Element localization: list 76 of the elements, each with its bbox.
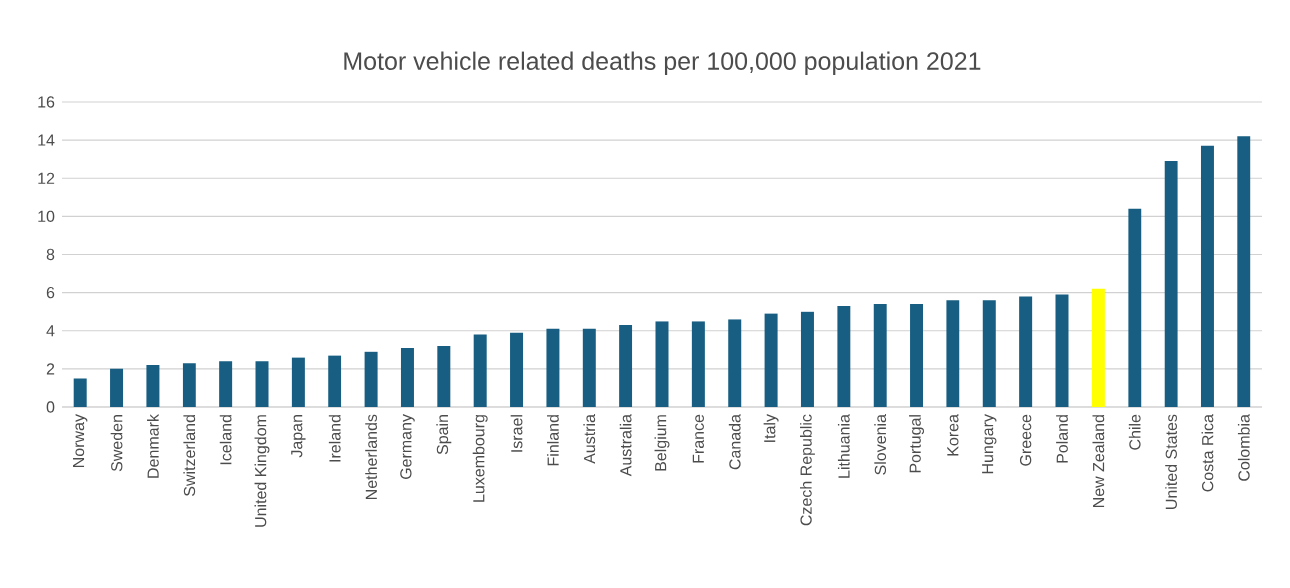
y-tick-label: 10	[38, 210, 55, 223]
bar	[764, 313, 778, 407]
x-tick-label: Portugal	[909, 415, 925, 473]
x-tick-label: Korea	[947, 414, 959, 456]
y-tick-label: 2	[46, 363, 55, 375]
bar	[182, 363, 196, 407]
bar	[1164, 161, 1178, 407]
x-tick-label: Denmark	[147, 414, 159, 478]
bar	[1128, 208, 1142, 407]
bar	[655, 321, 669, 407]
x-tick-label: Canada	[728, 414, 741, 470]
bar	[728, 319, 742, 407]
bar	[400, 347, 414, 407]
bar	[510, 332, 524, 407]
bar	[219, 361, 233, 407]
x-tick-label: Czech Republic	[799, 414, 815, 526]
bar	[691, 321, 705, 407]
x-tick-label: Norway	[73, 414, 88, 467]
x-tick-label: Hungary	[982, 414, 997, 474]
bar	[946, 300, 960, 407]
y-tick-label: 8	[46, 248, 55, 261]
x-tick-label: Luxembourg	[472, 415, 488, 502]
x-tick-label: Colombia	[1237, 414, 1250, 481]
bar	[1055, 294, 1069, 407]
bar	[910, 304, 924, 407]
x-tick-label: Slovenia	[874, 414, 887, 475]
bar	[619, 325, 633, 407]
x-tick-label: Italy	[763, 414, 779, 442]
bar	[1019, 296, 1033, 407]
x-tick-label: Israel	[510, 415, 523, 452]
x-tick-label: Netherlands	[365, 414, 377, 500]
x-tick-label: Lithuania	[837, 414, 850, 478]
bar	[328, 355, 342, 407]
bar	[110, 368, 124, 407]
x-tick-label: Australia	[619, 414, 632, 477]
bar	[982, 300, 996, 407]
y-tick-label: 0	[46, 401, 55, 413]
bar	[364, 351, 378, 407]
x-tick-label: United Kingdom	[254, 415, 270, 527]
x-tick-label: Sweden	[110, 415, 123, 472]
y-tick-label: 16	[38, 96, 55, 108]
x-tick-label: Spain	[436, 415, 452, 455]
x-tick-label: Belgium	[654, 415, 670, 471]
bar	[437, 345, 451, 407]
x-tick-label: Finland	[547, 415, 559, 466]
x-tick-label: France	[692, 414, 704, 463]
x-tick-label: Austria	[583, 414, 596, 464]
y-tick-label: 4	[46, 325, 55, 337]
x-tick-label: United States	[1165, 414, 1177, 509]
bar	[582, 328, 596, 407]
bar	[291, 357, 305, 407]
x-tick-label: Switzerland	[183, 415, 196, 497]
y-tick-label: 14	[38, 134, 55, 146]
x-tick-label: Germany	[400, 414, 415, 480]
x-tick-label: Greece	[1019, 414, 1032, 466]
bar	[473, 334, 487, 407]
chart-title: Motor vehicle related deaths per 100,000 population 2021	[344, 51, 981, 75]
bar	[255, 361, 269, 407]
bar	[546, 328, 560, 407]
bar	[800, 311, 814, 407]
x-tick-label: New Zealand	[1092, 415, 1105, 508]
bar	[1237, 136, 1251, 407]
bar	[873, 304, 887, 407]
y-tick-label: 6	[46, 286, 55, 299]
x-tick-label: Chile	[1128, 414, 1141, 450]
x-tick-label: Japan	[291, 415, 306, 458]
x-tick-label: Poland	[1056, 415, 1068, 463]
bar	[1200, 145, 1214, 407]
x-tick-label: Ireland	[328, 415, 341, 462]
bar	[73, 378, 87, 407]
x-tick-label: Costa Rica	[1201, 414, 1214, 492]
bar	[146, 365, 160, 407]
y-tick-label: 12	[38, 172, 55, 184]
x-tick-label: Iceland	[219, 415, 232, 465]
bar	[1091, 288, 1105, 407]
bar	[837, 305, 851, 407]
